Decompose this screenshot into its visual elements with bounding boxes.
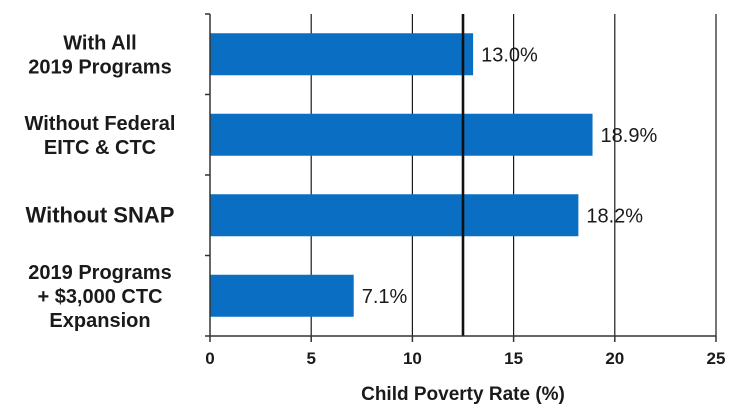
data-label: 18.9% [601,125,658,147]
x-tick-label: 25 [707,349,726,368]
data-label: 18.2% [586,205,643,227]
axes [205,13,717,342]
x-tick-label: 5 [306,349,315,368]
category-label: With All 2019 Programs [28,32,171,78]
category-label-line: EITC & CTC [44,137,156,159]
x-tick-label: 10 [403,349,422,368]
category-label-line: Without Federal [25,113,176,135]
category-label-line: 2019 Programs [28,262,171,284]
category-label: Without SNAP [26,202,175,227]
bars [210,33,593,317]
category-label-line: Expansion [49,310,150,332]
bar [210,274,354,317]
bar [210,113,593,156]
x-tick-label: 15 [504,349,523,368]
category-label: Without Federal EITC & CTC [25,113,176,159]
data-label: 13.0% [481,44,538,66]
x-tick-label: 20 [605,349,624,368]
category-label-line: Without SNAP [26,202,175,227]
x-tick-label: 0 [205,349,214,368]
x-axis-title: Child Poverty Rate (%) [361,384,565,405]
bar [210,194,579,237]
category-label-line: + $3,000 CTC [37,286,162,308]
category-label-line: 2019 Programs [28,56,171,78]
category-label-line: With All [63,32,137,54]
category-label: 2019 Programs + $3,000 CTC Expansion [28,262,171,332]
data-label: 7.1% [362,286,408,308]
bar [210,33,474,76]
